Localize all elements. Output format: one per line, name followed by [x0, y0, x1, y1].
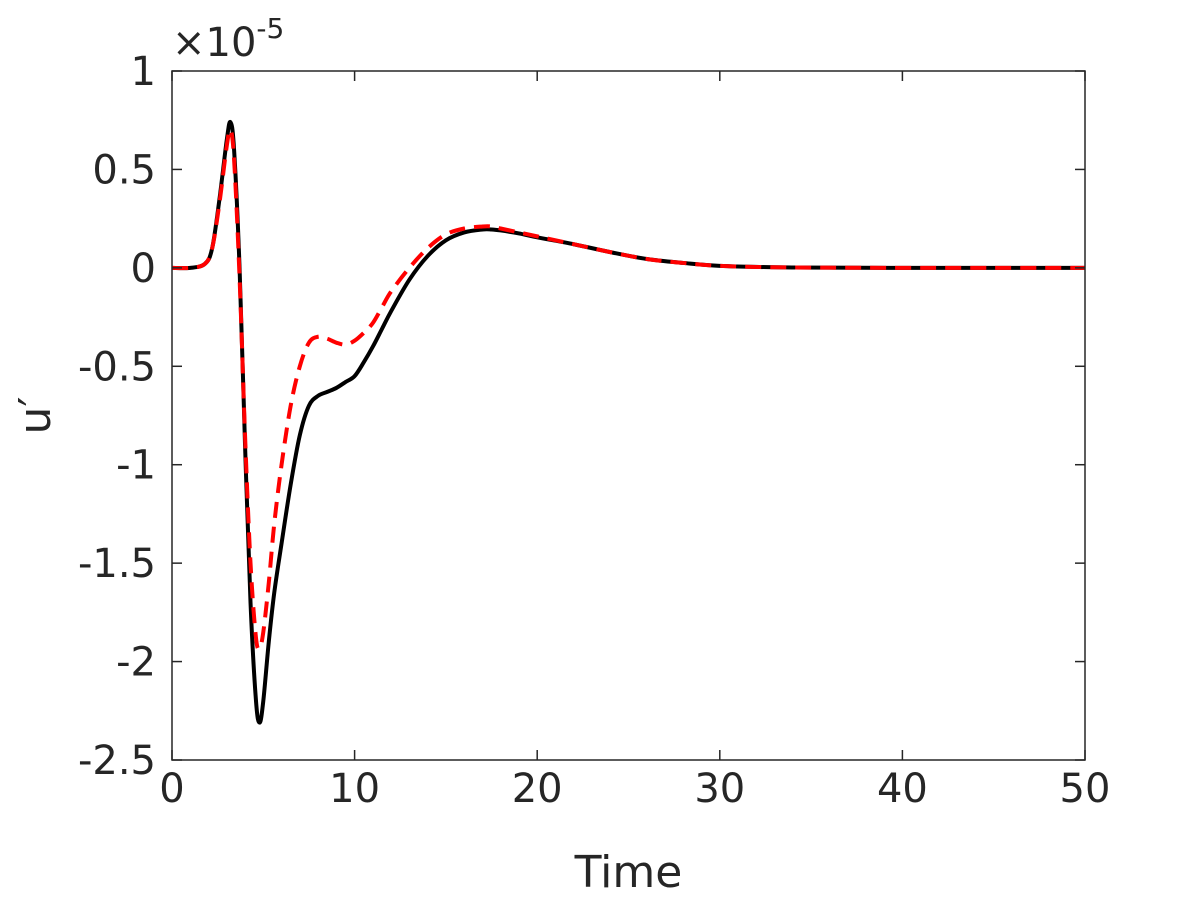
y-tick-label: -1.5: [78, 541, 156, 587]
axes-box: [171, 70, 1086, 761]
ticks-layer: [171, 70, 1086, 761]
y-tick-label: 1: [131, 49, 156, 95]
series-layer: [171, 119, 1085, 725]
y-tick-label: -2.5: [78, 738, 156, 784]
y-tick-label: 0: [131, 246, 156, 292]
series-line-dashed: [171, 127, 1085, 651]
y-tick-label: 0.5: [92, 147, 156, 193]
exponent-base: ×10: [172, 20, 256, 66]
x-tick-label: 40: [877, 766, 928, 812]
y-tick-label: -0.5: [78, 344, 156, 390]
tick-labels-layer: 0 10 20 30 40 50 1 0.5 0 -0.5 -1 -1.5 -2 -2.5: [78, 49, 1111, 812]
y-tick-label: -2: [116, 640, 156, 686]
x-tick-label: 30: [694, 766, 745, 812]
x-tick-label: 20: [512, 766, 563, 812]
y-tick-label: -1: [116, 443, 156, 489]
y-axis-exponent-label: ×10-5: [172, 12, 284, 66]
x-tick-label: 10: [329, 766, 380, 812]
exponent-power: -5: [256, 12, 284, 45]
plot-area: [172, 71, 1085, 760]
x-axis-label: Time: [574, 847, 683, 898]
x-tick-label: 50: [1060, 766, 1111, 812]
x-tick-label: 0: [159, 766, 184, 812]
y-axis-label: u′: [10, 397, 61, 435]
